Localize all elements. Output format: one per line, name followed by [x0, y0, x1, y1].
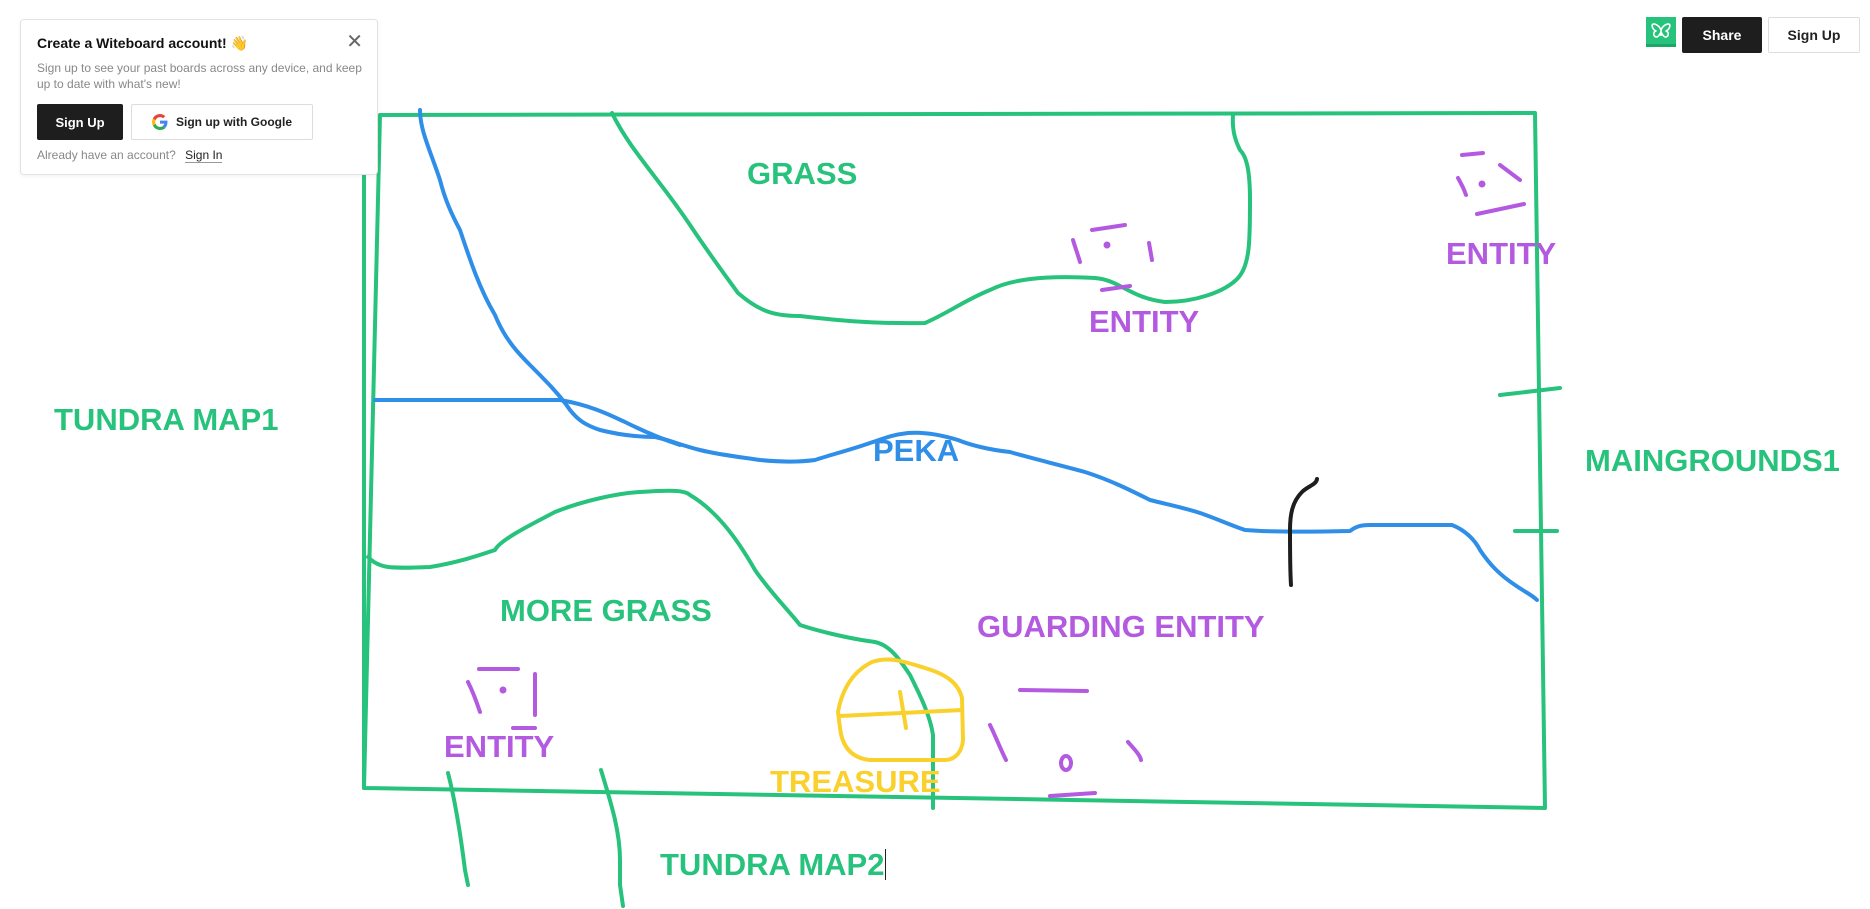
google-icon: [152, 114, 168, 130]
share-button[interactable]: Share: [1682, 17, 1762, 53]
grass-boundary: [610, 111, 1252, 326]
signin-prompt: Already have an account? Sign In: [37, 148, 361, 163]
barrier-stroke: [1288, 477, 1319, 587]
signup-button[interactable]: Sign Up: [1768, 17, 1860, 53]
butterfly-icon[interactable]: [1646, 17, 1676, 47]
grass-label: GRASS: [747, 156, 858, 191]
maingrounds1-label: MAINGROUNDS1: [1585, 443, 1840, 478]
already-text: Already have an account?: [37, 148, 176, 162]
treasure-chest: [836, 657, 965, 762]
more-grass-label: MORE GRASS: [500, 593, 712, 628]
peka-river: [373, 108, 1539, 602]
entity-marks: [466, 151, 1526, 798]
tundra-map2-label: TUNDRA MAP2: [660, 847, 887, 882]
guarding-entity-label: GUARDING ENTITY: [977, 609, 1265, 644]
signup-popup: Create a Witeboard account! 👋 ✕ Sign up …: [20, 19, 378, 175]
more-grass-boundary: [366, 488, 935, 810]
tundra-map1-label: TUNDRA MAP1: [54, 402, 279, 437]
popup-description: Sign up to see your past boards across a…: [37, 61, 362, 91]
map-border: [362, 111, 1547, 810]
treasure-label: TREASURE: [770, 764, 941, 799]
entity-label-top-center: ENTITY: [1089, 304, 1200, 339]
entity-label-bottom-left: ENTITY: [444, 729, 555, 764]
close-icon[interactable]: ✕: [346, 31, 363, 53]
entity-label-top-right: ENTITY: [1446, 236, 1557, 271]
peka-label: PEKA: [873, 433, 960, 468]
top-toolbar: Share Sign Up: [1646, 17, 1860, 53]
popup-signup-button[interactable]: Sign Up: [37, 104, 123, 140]
map-connectors: [446, 386, 1562, 908]
google-signup-label: Sign up with Google: [176, 115, 292, 129]
popup-title: Create a Witeboard account! 👋: [37, 35, 249, 51]
signin-link[interactable]: Sign In: [185, 148, 223, 163]
google-signup-button[interactable]: Sign up with Google: [131, 104, 313, 140]
